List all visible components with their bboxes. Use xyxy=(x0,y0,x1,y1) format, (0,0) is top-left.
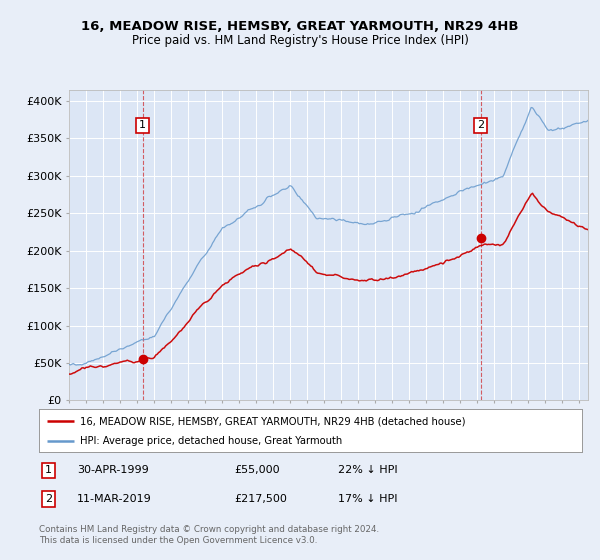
Text: HPI: Average price, detached house, Great Yarmouth: HPI: Average price, detached house, Grea… xyxy=(80,436,342,446)
Text: £217,500: £217,500 xyxy=(235,494,287,504)
Text: 11-MAR-2019: 11-MAR-2019 xyxy=(77,494,152,504)
Text: £55,000: £55,000 xyxy=(235,465,280,475)
Text: Contains HM Land Registry data © Crown copyright and database right 2024.
This d: Contains HM Land Registry data © Crown c… xyxy=(39,525,379,545)
Text: 17% ↓ HPI: 17% ↓ HPI xyxy=(338,494,397,504)
Text: 1: 1 xyxy=(45,465,52,475)
Text: 16, MEADOW RISE, HEMSBY, GREAT YARMOUTH, NR29 4HB: 16, MEADOW RISE, HEMSBY, GREAT YARMOUTH,… xyxy=(81,20,519,34)
Text: 2: 2 xyxy=(45,494,52,504)
Text: Price paid vs. HM Land Registry's House Price Index (HPI): Price paid vs. HM Land Registry's House … xyxy=(131,34,469,47)
Text: 1: 1 xyxy=(139,120,146,130)
Text: 22% ↓ HPI: 22% ↓ HPI xyxy=(338,465,397,475)
Text: 30-APR-1999: 30-APR-1999 xyxy=(77,465,149,475)
Text: 2: 2 xyxy=(477,120,484,130)
Text: 16, MEADOW RISE, HEMSBY, GREAT YARMOUTH, NR29 4HB (detached house): 16, MEADOW RISE, HEMSBY, GREAT YARMOUTH,… xyxy=(80,416,465,426)
